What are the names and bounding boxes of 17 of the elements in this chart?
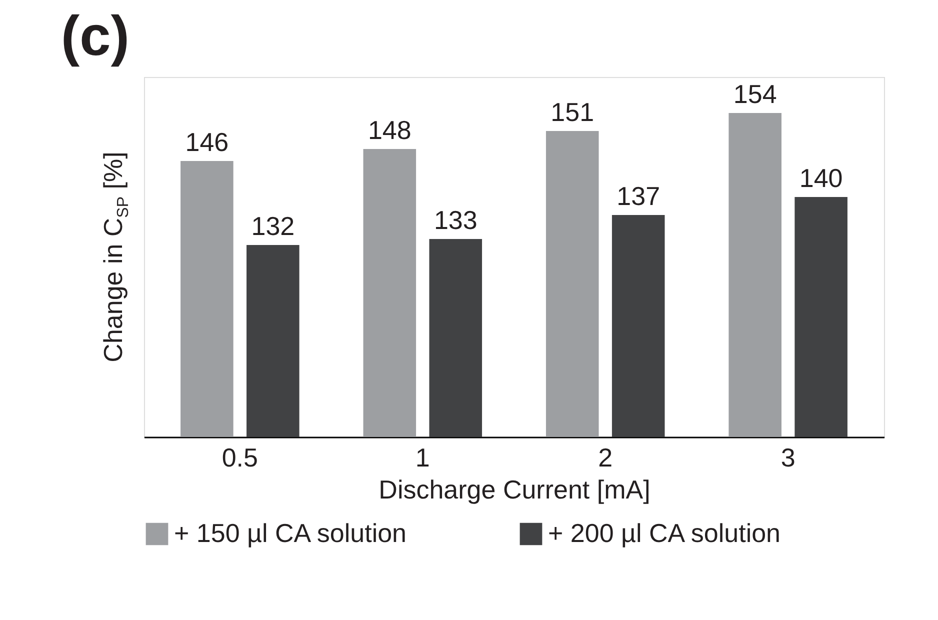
data-label: 146 xyxy=(185,127,229,157)
data-label: 151 xyxy=(550,97,594,127)
y-axis-title: Change in CSP [%] xyxy=(98,152,132,362)
x-axis-title: Discharge Current [mA] xyxy=(378,474,650,504)
chart-title: (c) xyxy=(61,4,130,67)
data-label: 132 xyxy=(251,211,295,241)
x-tick-label: 1 xyxy=(415,442,430,472)
x-tick-label: 2 xyxy=(598,442,613,472)
data-label: 148 xyxy=(368,115,412,145)
data-label: 154 xyxy=(733,79,777,109)
data-label: 140 xyxy=(799,163,843,193)
x-tick-label: 3 xyxy=(780,442,796,472)
x-tick-label: 0.5 xyxy=(222,442,258,472)
legend-label: + 150 µl CA solution xyxy=(174,518,407,548)
data-label: 137 xyxy=(616,181,660,211)
legend-label: + 200 µl CA solution xyxy=(548,518,781,548)
data-label: 133 xyxy=(434,205,478,235)
